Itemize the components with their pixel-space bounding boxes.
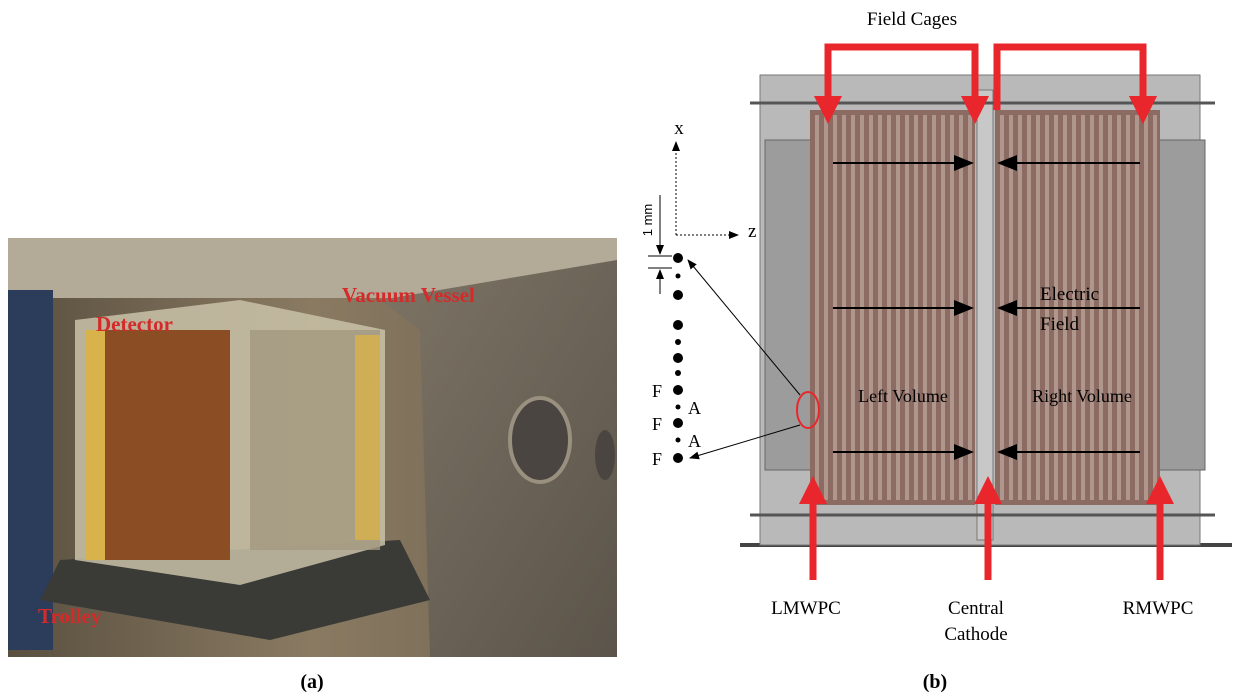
wire-label: F (652, 381, 662, 401)
volume-label: Left Volume (858, 386, 948, 406)
bottom-label: Cathode (944, 624, 1007, 645)
wire-label: A (688, 398, 701, 418)
wire-label: F (652, 449, 662, 469)
cage-strip (1144, 115, 1148, 500)
bottom-label: LMWPC (771, 598, 841, 619)
photo-label: Vacuum Vessel (342, 283, 475, 307)
wire-dot (675, 339, 681, 345)
wire-dot (673, 320, 683, 330)
wire-label: A (688, 431, 701, 451)
caption: (a) (300, 671, 323, 693)
bottom-label: Central (948, 598, 1004, 619)
cage-strip (815, 115, 819, 500)
wire-dot (673, 253, 683, 263)
wire-dot (676, 405, 681, 410)
field-label: Electric (1040, 284, 1099, 305)
volume-label: Right Volume (1032, 386, 1132, 406)
scale-label: 1 mm (640, 204, 655, 237)
wire-label: F (652, 414, 662, 434)
field-label: Field (1040, 314, 1080, 335)
wire-dot (673, 418, 683, 428)
bottom-label: RMWPC (1123, 598, 1194, 619)
diagram (648, 47, 1232, 580)
photo-label: Trolley (38, 604, 102, 628)
wire-dot (675, 370, 681, 376)
cage-strip (824, 115, 828, 500)
axis-label: x (674, 118, 684, 139)
wire-dot (673, 453, 683, 463)
photo: Vacuum Vessel Detector Trolley (8, 238, 617, 657)
wire-dot (676, 274, 681, 279)
wire-dot (673, 353, 683, 363)
wire-dot (676, 438, 681, 443)
photo-label: Detector (96, 312, 173, 336)
cage-strip (1153, 115, 1157, 500)
wire-dot (673, 385, 683, 395)
wire-dot (673, 290, 683, 300)
figure: Vacuum Vessel Detector Trolley (a) (0, 0, 1236, 696)
caption: (b) (923, 671, 947, 693)
axis-label: z (748, 221, 756, 242)
title: Field Cages (867, 9, 957, 30)
